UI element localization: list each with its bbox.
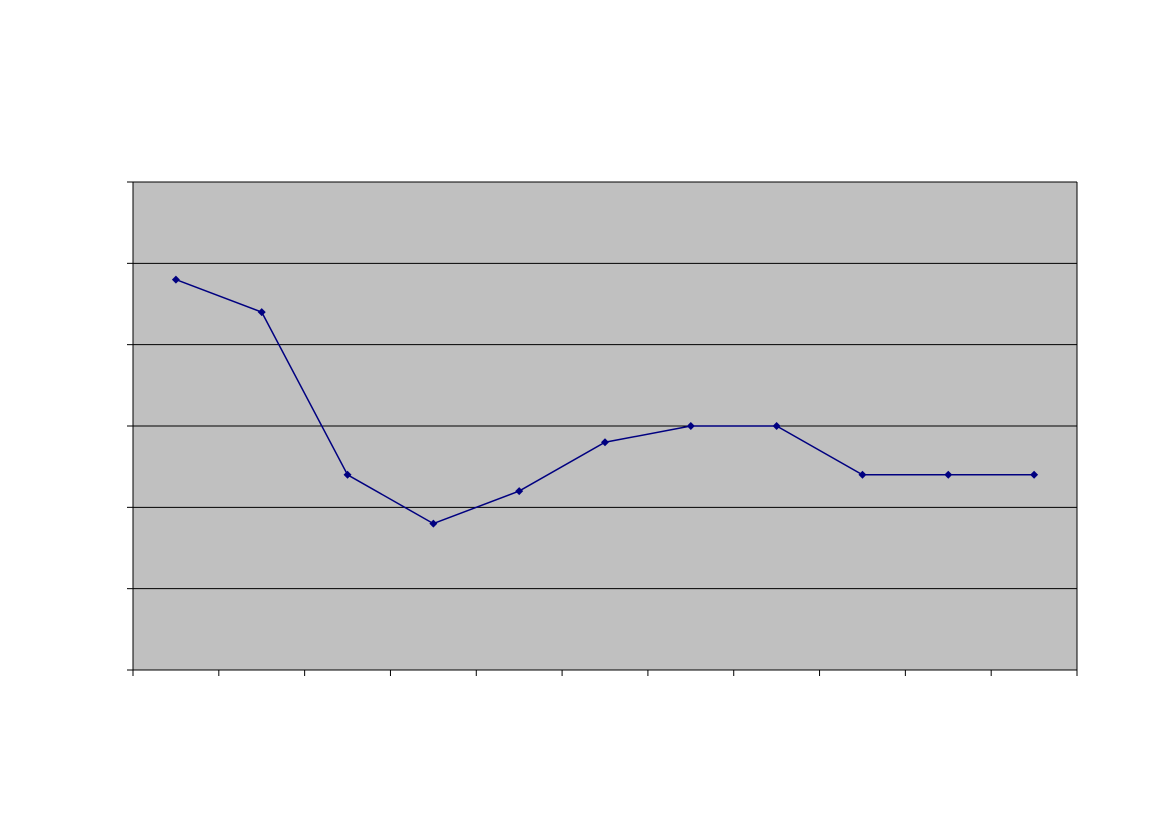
point-marker bbox=[772, 422, 781, 430]
point-marker bbox=[429, 519, 438, 528]
point-marker bbox=[601, 438, 609, 447]
point-marker bbox=[1030, 470, 1039, 479]
point-marker bbox=[343, 470, 352, 479]
point-marker bbox=[944, 470, 953, 479]
point-marker bbox=[257, 308, 266, 317]
point-marker bbox=[686, 422, 695, 430]
point-marker bbox=[515, 487, 524, 496]
point-marker bbox=[171, 275, 180, 284]
point-marker bbox=[858, 470, 867, 479]
